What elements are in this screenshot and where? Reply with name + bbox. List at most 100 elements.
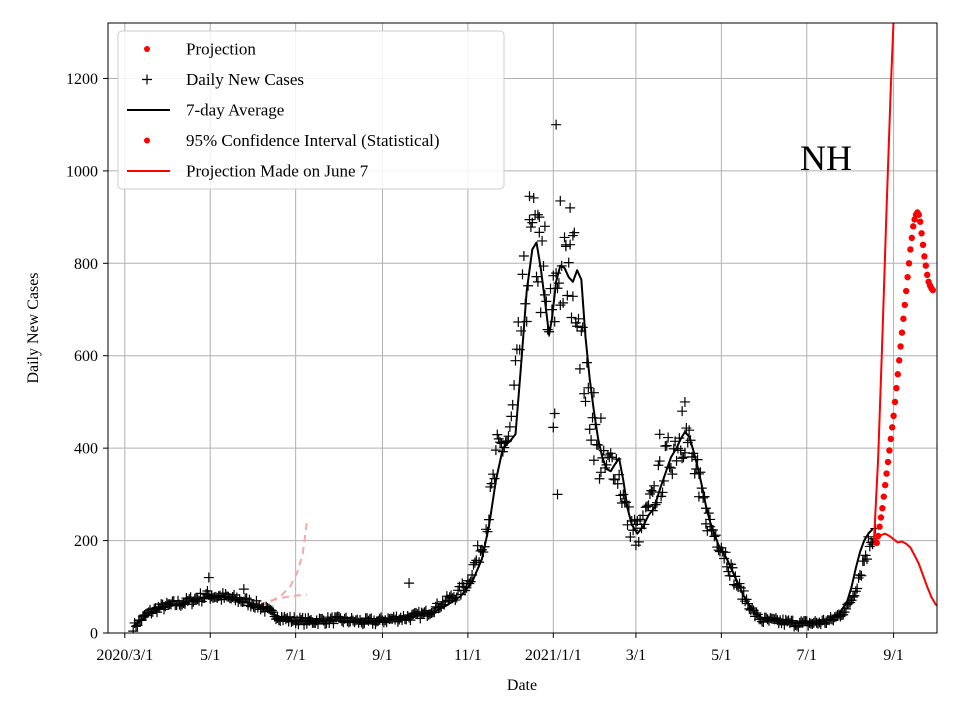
daily-case-point (552, 283, 563, 294)
daily-case-point (504, 421, 515, 432)
daily-case-point (608, 474, 619, 485)
y-tick-label: 800 (74, 256, 98, 273)
legend-label: 95% Confidence Interval (Statistical) (186, 131, 440, 150)
y-tick-label: 600 (74, 348, 98, 365)
daily-case-point (852, 583, 863, 594)
projection-point (898, 329, 906, 336)
x-tick-label: 5/1 (711, 647, 731, 664)
y-tick-label: 0 (90, 626, 98, 643)
daily-case-point (537, 235, 548, 246)
x-tick-label: 3/1 (626, 647, 646, 664)
legend-label: Projection Made on June 7 (186, 162, 369, 181)
projection-point (893, 384, 900, 392)
daily-case-point (573, 313, 584, 324)
legend-entry: Projection (144, 40, 256, 59)
projection-june-7-line (873, 532, 937, 607)
daily-case-point (693, 491, 704, 502)
daily-case-point (565, 202, 576, 213)
daily-case-point (649, 480, 660, 491)
daily-case-point (584, 424, 595, 435)
projection-point (915, 211, 922, 218)
y-axis-label: Daily New Cases (25, 272, 42, 383)
projection-point (895, 357, 903, 364)
legend-label: 7-day Average (186, 101, 284, 120)
daily-case-point (630, 540, 641, 551)
daily-case-point (849, 590, 860, 601)
legend-entry: 7-day Average (127, 101, 284, 120)
daily-case-point (677, 406, 688, 417)
projection-point (907, 246, 914, 253)
projection-point (874, 532, 882, 540)
daily-case-point (558, 297, 569, 308)
daily-case-point (551, 268, 562, 279)
legend-plus-marker (142, 74, 152, 85)
x-tick-label: 7/1 (797, 647, 817, 664)
legend-entry: Projection Made on June 7 (127, 162, 369, 181)
projection-point (922, 262, 929, 269)
daily-case-point (524, 191, 535, 202)
x-tick-label: 5/1 (200, 647, 220, 664)
projection-point (886, 447, 893, 454)
x-tick-label: 11/1 (454, 647, 482, 664)
legend-dot-marker (144, 137, 150, 144)
projection-point (891, 398, 899, 406)
daily-case-point (535, 307, 546, 318)
projection-point (929, 286, 936, 294)
daily-case-point (567, 230, 578, 241)
daily-case-point (531, 271, 542, 282)
early-projection-dashed-line (258, 593, 307, 607)
projection-point (905, 260, 913, 267)
daily-case-point (503, 431, 514, 442)
daily-case-point (560, 239, 571, 250)
plot-frame (107, 22, 938, 634)
x-tick-label: 9/1 (883, 647, 903, 664)
daily-case-point (534, 227, 545, 238)
daily-case-point (654, 456, 665, 467)
daily-case-point (850, 586, 861, 597)
daily-case-point (579, 388, 590, 399)
daily-case-point (472, 540, 483, 551)
daily-case-point (549, 408, 560, 419)
daily-case-point (203, 572, 214, 583)
region-annotation: NH (800, 138, 852, 178)
daily-case-point (566, 312, 577, 323)
daily-case-point (653, 460, 664, 471)
projection-point (877, 514, 885, 521)
daily-case-point (567, 291, 578, 302)
legend-box (117, 30, 505, 190)
projection-point (921, 253, 928, 260)
daily-case-point (647, 487, 658, 498)
daily-case-point (679, 396, 690, 407)
projection-point (879, 505, 886, 512)
daily-case-point (637, 510, 648, 521)
projection-point (904, 273, 911, 281)
daily-case-point (509, 380, 520, 391)
daily-case-point (580, 396, 591, 407)
projection-point (881, 481, 889, 489)
projection-point (900, 315, 907, 322)
daily-case-point (684, 425, 695, 436)
daily-case-point (678, 452, 689, 463)
daily-case-point (619, 496, 630, 507)
x-tick-label: 9/1 (372, 647, 392, 664)
daily-case-point (586, 435, 597, 446)
daily-case-point (612, 478, 623, 489)
daily-case-point (532, 276, 543, 287)
y-tick-label: 1000 (66, 163, 98, 180)
daily-case-point (675, 445, 686, 456)
daily-case-point (507, 399, 518, 410)
seven-day-average-line (132, 241, 874, 627)
daily-case-point (539, 221, 550, 232)
daily-case-point (548, 422, 559, 433)
projection-point (909, 223, 917, 230)
projection-point (894, 371, 901, 378)
daily-case-point (679, 447, 690, 458)
daily-case-point (551, 119, 562, 130)
daily-case-point (663, 432, 674, 443)
daily-case-point (595, 467, 606, 478)
projection-point (887, 435, 894, 443)
projection-point (901, 301, 908, 309)
daily-case-point (528, 192, 539, 203)
projection-series (873, 209, 936, 547)
legend-entry: 95% Confidence Interval (Statistical) (144, 131, 440, 150)
